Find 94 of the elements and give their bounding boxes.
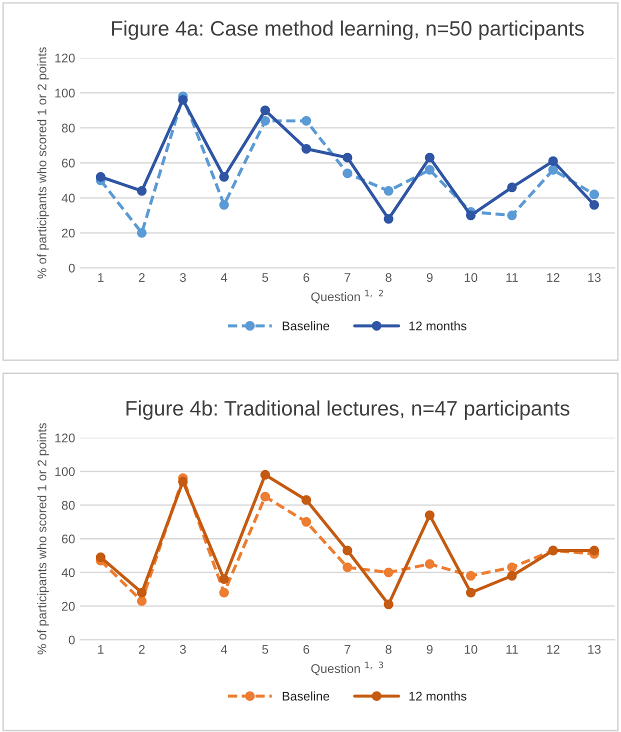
point [219,200,229,210]
point [178,94,188,105]
point [136,596,147,606]
x-tick-label: 10 [464,644,478,654]
x-tick-label: 1 [98,273,104,282]
point [342,562,352,572]
y-tick-label: 100 [55,467,75,476]
point [466,588,476,598]
point [548,165,558,175]
point [96,172,106,182]
point [507,182,517,192]
x-tick-label: 4 [220,273,228,282]
y-tick-label: 80 [62,124,75,133]
x-tick-label: 13 [588,273,601,282]
y-axis-title: % of participants who scored 1 or 2 points [37,47,49,278]
y-tick-label: 40 [62,568,75,578]
point [384,600,394,610]
chart-title: Figure 4b: Traditional lectures, n=47 participants [126,400,570,420]
point [136,588,147,598]
y-tick-label: 40 [62,194,75,203]
x-tick-label: 3 [180,273,186,282]
x-tick-label: 11 [506,645,518,654]
x-tick-label: 9 [426,644,433,654]
point [589,546,600,556]
point [260,116,270,126]
x-axis-title: Question $^{1, 2}$ [311,290,383,304]
x-tick-label: 9 [426,273,433,282]
point [301,116,312,126]
point [384,568,394,578]
point [466,570,476,581]
y-tick-label: 120 [55,54,75,62]
point [384,214,394,224]
x-tick-label: 2 [138,644,145,654]
chart-title: Figure 4a: Case method learning, n=50 participants [112,20,584,40]
legend-label: Baseline [282,691,330,701]
x-tick-label: 5 [262,645,268,654]
point [466,210,476,220]
x-tick-label: 5 [262,273,268,282]
x-tick-label: 7 [344,645,350,654]
point [219,172,229,182]
y-tick-label: 0 [68,264,75,273]
y-tick-label: 60 [62,534,75,544]
legend-label: 12 months [409,691,466,701]
point [342,168,352,178]
point [301,144,312,154]
point [548,156,558,166]
point [384,186,394,196]
point [589,190,600,200]
x-tick-label: 8 [386,644,392,654]
x-tick-label: 10 [464,273,478,282]
y-tick-label: 20 [62,602,75,611]
x-tick-label: 12 [547,273,560,282]
y-tick-label: 60 [62,158,75,168]
point [424,165,435,175]
point [96,552,106,562]
point [260,105,270,116]
point [589,200,600,210]
x-tick-label: 3 [180,644,186,654]
y-tick-label: 80 [62,500,75,510]
x-tick-label: 8 [386,273,392,282]
x-tick-label: 6 [303,273,310,282]
point [342,546,352,556]
x-tick-label: 6 [303,644,310,654]
point [424,510,435,520]
point [301,517,312,527]
x-tick-label: 7 [344,273,350,282]
x-tick-label: 13 [588,644,601,654]
point [260,470,270,480]
point [342,152,352,162]
point [136,186,147,196]
x-tick-label: 1 [98,645,104,654]
x-axis-title: Question $^{1, 3}$ [311,662,384,676]
legend-label: Baseline [282,321,330,330]
point [507,570,517,581]
point [424,152,435,162]
legend-label: 12 months [409,321,466,330]
x-tick-label: 12 [547,644,560,654]
point [219,574,229,584]
point [507,210,517,220]
point [260,492,270,502]
point [178,476,188,486]
y-axis-title: % of participants who scored 1 or 2 points [37,423,49,654]
point [301,495,312,505]
y-tick-label: 20 [62,228,75,238]
x-tick-label: 11 [506,273,518,282]
x-tick-label: 4 [220,645,228,654]
point [507,562,517,572]
y-tick-label: 100 [55,88,75,98]
y-tick-label: 0 [68,636,75,644]
point [136,228,147,238]
point [424,559,435,569]
point [219,588,229,598]
x-tick-label: 2 [138,273,145,282]
y-tick-label: 120 [55,434,75,442]
